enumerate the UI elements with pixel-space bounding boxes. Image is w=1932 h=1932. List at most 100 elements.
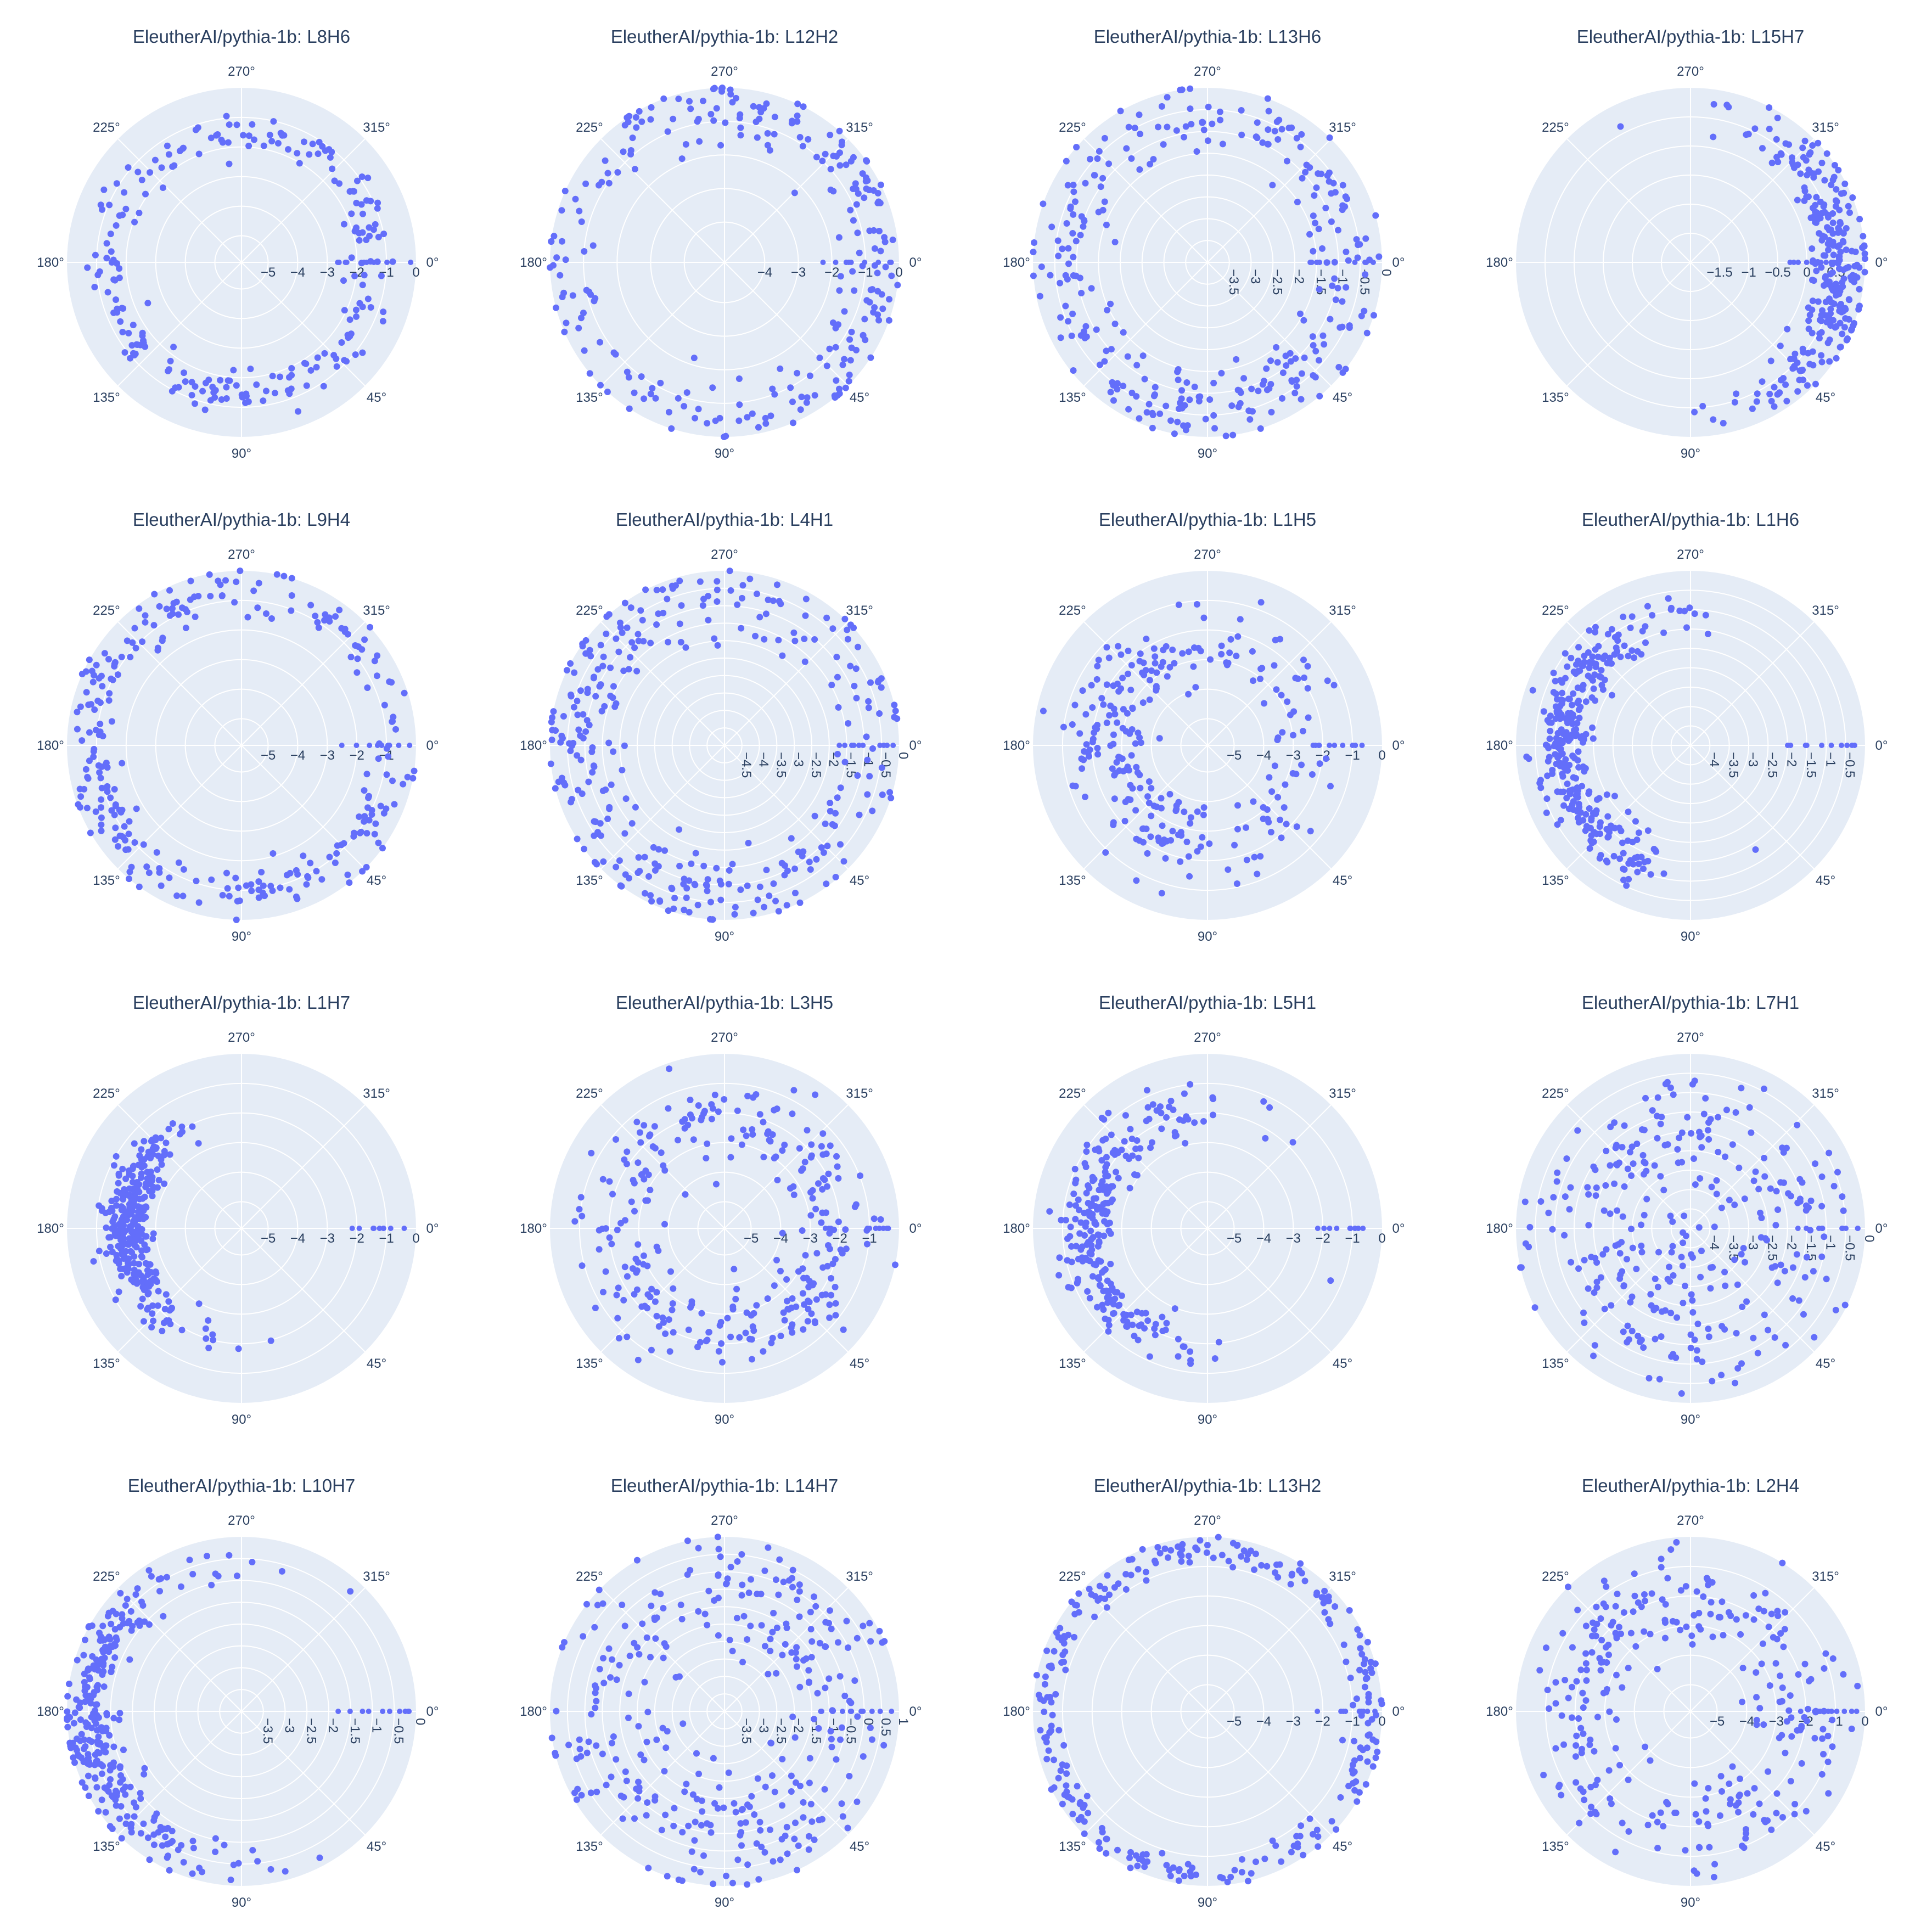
data-point: [1823, 150, 1830, 157]
data-point: [173, 598, 180, 605]
data-point: [1339, 206, 1346, 214]
data-point: [111, 1794, 118, 1801]
data-point: [714, 1534, 721, 1541]
data-point: [103, 1710, 110, 1717]
data-point: [769, 385, 776, 392]
data-point: [1307, 828, 1314, 835]
data-point: [1771, 403, 1778, 410]
data-point: [1105, 1317, 1112, 1324]
data-point: [1092, 1261, 1099, 1268]
angular-tick-label: 315°: [1812, 603, 1839, 618]
data-point: [1822, 252, 1829, 259]
data-point: [621, 122, 628, 129]
data-point: [734, 1856, 742, 1863]
data-point: [1186, 873, 1193, 880]
data-point: [1203, 1549, 1210, 1556]
subplot-title: EleutherAI/pythia-1b: L15H7: [1576, 26, 1805, 47]
radial-tick-label: −3: [791, 752, 806, 767]
data-point: [1614, 1207, 1621, 1214]
data-point: [162, 1291, 170, 1298]
data-point: [97, 774, 104, 782]
angular-tick-label: 225°: [93, 1569, 120, 1584]
data-point: [1364, 1758, 1371, 1765]
angular-gridline: [117, 262, 242, 386]
data-point: [1370, 260, 1376, 265]
data-point: [1144, 1858, 1151, 1865]
data-point: [1315, 170, 1322, 177]
data-point: [1846, 209, 1853, 216]
data-point: [1300, 727, 1306, 734]
data-point: [761, 1643, 768, 1650]
data-point: [1638, 1126, 1645, 1133]
data-point: [1648, 1302, 1655, 1309]
data-point: [819, 158, 826, 165]
data-point: [285, 146, 292, 153]
data-point: [744, 882, 751, 889]
data-point: [96, 1248, 103, 1255]
angular-tick-label: 0°: [1875, 255, 1888, 270]
data-point: [1086, 1257, 1093, 1265]
angular-gridline: [241, 1228, 366, 1352]
data-point: [792, 1819, 799, 1827]
data-point: [98, 821, 105, 828]
data-point: [380, 1709, 386, 1714]
data-point: [1139, 352, 1147, 360]
data-point: [1560, 764, 1568, 771]
data-point: [791, 865, 799, 872]
data-point: [616, 619, 624, 626]
data-point: [662, 1330, 669, 1337]
data-point: [644, 1262, 651, 1270]
data-point: [744, 414, 751, 421]
data-point: [1062, 1648, 1069, 1655]
angular-tick-label: 270°: [228, 1513, 255, 1528]
data-point: [271, 390, 278, 397]
data-point: [98, 784, 105, 791]
data-point: [1772, 1222, 1779, 1229]
data-point: [585, 778, 592, 785]
data-point: [1575, 658, 1582, 665]
data-point: [1558, 700, 1565, 707]
data-point: [784, 1850, 791, 1857]
data-point: [1085, 1208, 1092, 1215]
data-point: [1832, 1306, 1839, 1313]
data-point: [725, 880, 732, 888]
polar-subplot: EleutherAI/pythia-1b: L1H7 0° 45° 90° 135° 18…: [0, 966, 483, 1449]
data-point: [1780, 375, 1787, 382]
data-point: [1588, 815, 1595, 822]
data-point: [1331, 275, 1338, 282]
data-point: [1225, 866, 1232, 873]
radial-tick-label: −0.5: [844, 1718, 858, 1744]
data-point: [1854, 274, 1861, 281]
data-point: [1158, 103, 1165, 110]
data-point: [635, 854, 642, 861]
data-point: [1831, 161, 1838, 169]
data-point: [796, 1613, 803, 1620]
data-point: [720, 1804, 727, 1811]
data-point: [633, 1119, 641, 1126]
data-point: [235, 1860, 242, 1867]
data-point: [106, 1782, 113, 1789]
data-point: [1585, 790, 1592, 797]
data-point: [1368, 1716, 1375, 1723]
data-point: [853, 1798, 861, 1805]
data-point: [1576, 667, 1583, 675]
data-point: [1629, 839, 1636, 846]
data-point: [294, 150, 301, 157]
data-point: [1137, 131, 1144, 138]
data-point: [1372, 1754, 1379, 1761]
data-point: [115, 1180, 122, 1187]
data-point: [631, 1180, 638, 1187]
data-point: [727, 1564, 734, 1571]
data-point: [159, 637, 166, 644]
data-point: [1171, 430, 1178, 437]
data-point: [1654, 1094, 1661, 1101]
data-point: [133, 1244, 140, 1251]
data-point: [1805, 193, 1812, 200]
radial-tick-label: −2.5: [773, 1718, 788, 1744]
data-point: [664, 1873, 671, 1880]
data-point: [560, 1639, 568, 1646]
data-point: [791, 1835, 798, 1843]
data-point: [846, 372, 853, 379]
data-point: [126, 875, 133, 883]
angular-tick-label: 180°: [1003, 738, 1030, 753]
